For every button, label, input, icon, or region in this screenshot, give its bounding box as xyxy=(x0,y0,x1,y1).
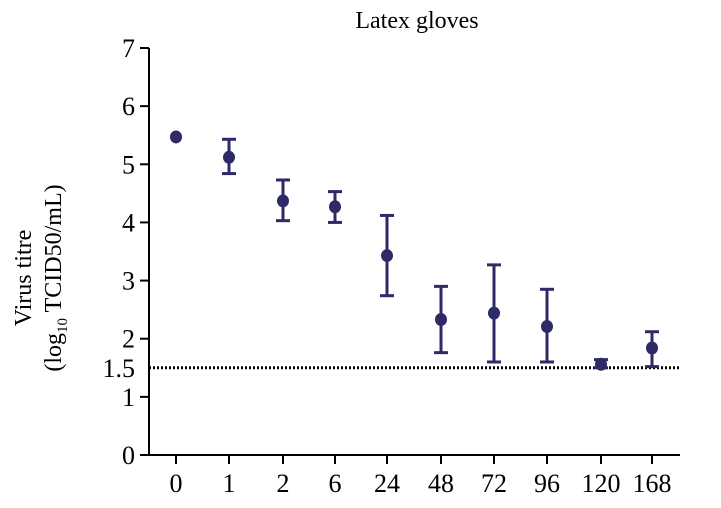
y-ticks: 0 1 2 3 4 5 6 7 xyxy=(122,34,149,470)
detection-limit-label: 1.5 xyxy=(103,354,136,383)
axes xyxy=(148,48,680,456)
y-tick-label: 5 xyxy=(122,150,135,179)
x-tick-label: 48 xyxy=(428,469,454,498)
y-tick-label: 4 xyxy=(122,208,135,237)
data-point xyxy=(541,320,553,334)
x-ticks: 0 1 2 6 24 48 72 96 120 168 xyxy=(170,455,672,498)
detection-limit: 1.5 xyxy=(103,354,680,383)
y-axis-label: Virus titre (log10 TCID50/mL) xyxy=(11,184,71,371)
x-tick-label: 24 xyxy=(374,469,400,498)
data-point xyxy=(277,194,289,208)
y-axis-label-line2: (log10 TCID50/mL) xyxy=(41,184,71,371)
x-tick-label: 168 xyxy=(633,469,672,498)
y-tick-label: 7 xyxy=(122,34,135,63)
data-marks xyxy=(170,130,659,371)
y-tick-label: 1 xyxy=(122,383,135,412)
x-tick-label: 1 xyxy=(223,469,236,498)
y-tick-label: 3 xyxy=(122,267,135,296)
chart-title: Latex gloves xyxy=(355,8,478,34)
y-tick-label: 2 xyxy=(122,325,135,354)
data-point xyxy=(646,341,658,355)
y-tick-label: 6 xyxy=(122,92,135,121)
data-point xyxy=(595,357,607,371)
y-axis-label-line1: Virus titre xyxy=(11,230,37,327)
x-tick-label: 6 xyxy=(329,469,342,498)
data-point xyxy=(170,130,182,144)
x-tick-label: 0 xyxy=(170,469,183,498)
y-tick-label: 0 xyxy=(122,441,135,470)
data-point xyxy=(329,200,341,214)
data-point xyxy=(488,306,500,320)
data-point xyxy=(381,249,393,263)
x-tick-label: 96 xyxy=(534,469,560,498)
x-tick-label: 2 xyxy=(277,469,290,498)
data-point xyxy=(435,313,447,327)
x-tick-label: 120 xyxy=(582,469,621,498)
data-point xyxy=(223,150,235,164)
x-tick-label: 72 xyxy=(481,469,507,498)
